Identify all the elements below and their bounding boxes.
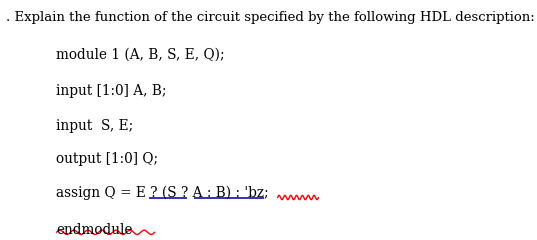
Text: assign Q = E ? (S ? A : B) : 'bz;: assign Q = E ? (S ? A : B) : 'bz; [56,186,269,200]
Text: . Explain the function of the circuit specified by the following HDL description: . Explain the function of the circuit sp… [6,11,535,24]
Text: input  S, E;: input S, E; [56,119,134,133]
Text: output [1:0] Q;: output [1:0] Q; [56,152,158,166]
Text: module 1 (A, B, S, E, Q);: module 1 (A, B, S, E, Q); [56,48,225,62]
Text: endmodule: endmodule [56,223,133,237]
Text: input [1:0] A, B;: input [1:0] A, B; [56,84,167,98]
